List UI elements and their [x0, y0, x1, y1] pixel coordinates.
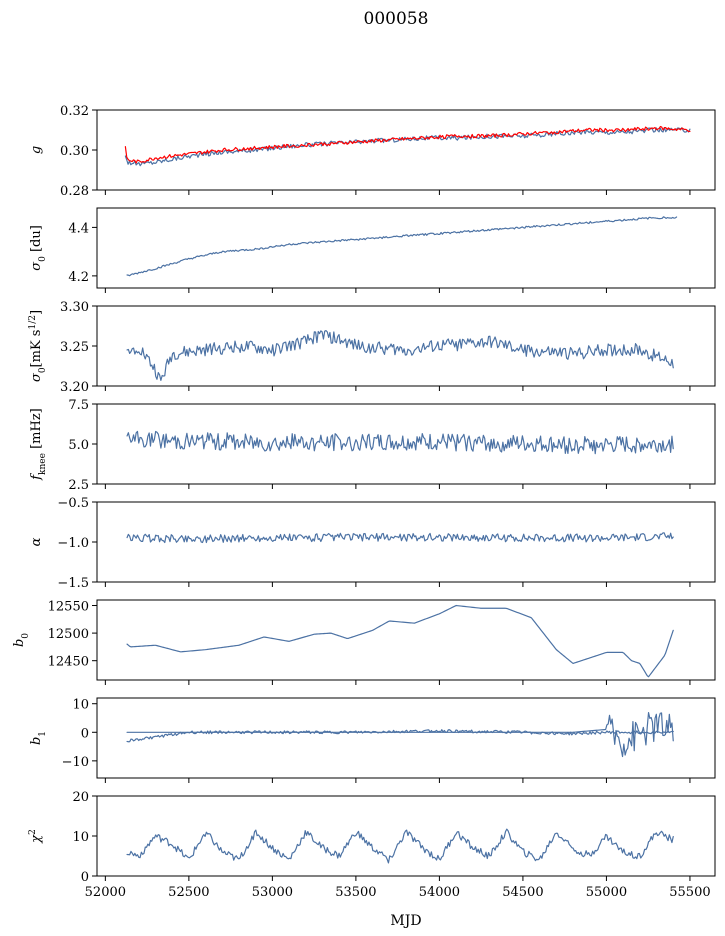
y-axis-label: fknee [mHz]	[29, 408, 48, 481]
y-tick-label: 7.5	[68, 398, 89, 413]
series-line-panel-7-2	[126, 711, 674, 758]
axis-frame	[96, 599, 716, 681]
y-axis-label: σ0[mK s1/2]	[28, 310, 48, 382]
panel-3: 3.20 3.25 3.30 σ0[mK s1/2]	[28, 300, 716, 395]
panel-1: 0.28 0.30 0.32 g	[29, 104, 716, 199]
y-tick-label: 5.0	[68, 438, 89, 453]
x-tick-label: 55000	[586, 885, 627, 900]
y-tick-label: 20	[72, 790, 89, 805]
y-tick-label: 0.30	[60, 144, 89, 159]
y-axis-label: b1	[29, 731, 48, 745]
x-tick-label: 53500	[335, 885, 376, 900]
x-tick-label: 53000	[252, 885, 293, 900]
y-tick-label: 4.4	[68, 221, 89, 236]
x-tick-label: 55500	[669, 885, 710, 900]
y-axis-label: b0	[12, 633, 31, 647]
y-axis-label: g	[29, 146, 44, 154]
y-tick-label: 10	[72, 830, 89, 845]
panel-7: −10 0 10 b1	[29, 697, 716, 783]
panel-6: 12450 12500 12550 b0	[12, 599, 716, 685]
y-tick-label: 3.30	[60, 300, 89, 315]
y-tick-label: −10	[62, 755, 89, 770]
y-tick-label: −1.0	[57, 536, 89, 551]
series-line-panel-3-1	[126, 330, 674, 381]
y-tick-label: 0.28	[60, 184, 89, 199]
axis-frame	[96, 305, 716, 387]
x-tick-label: 52000	[85, 885, 126, 900]
series-line-panel-7-1	[126, 729, 674, 743]
y-tick-label: 3.25	[60, 340, 89, 355]
axis-frame	[96, 501, 716, 583]
series-line-panel-6-1	[126, 604, 674, 678]
y-axis-label: χ2	[28, 829, 44, 844]
y-tick-label: 12550	[48, 600, 89, 615]
y-tick-label: −1.5	[57, 576, 89, 591]
y-axis-label: α	[29, 537, 44, 546]
axis-frame	[96, 697, 716, 779]
axis-frame	[96, 109, 716, 191]
x-tick-label: 52500	[168, 885, 209, 900]
y-tick-label: 4.2	[68, 270, 89, 285]
axis-frame	[96, 207, 716, 289]
series-line-panel-4-1	[126, 430, 674, 455]
y-tick-label: 2.5	[68, 478, 89, 493]
series-line-panel-2-1	[126, 216, 678, 277]
y-tick-label: 12500	[48, 627, 89, 642]
y-tick-label: 10	[72, 698, 89, 713]
x-axis-label: MJD	[390, 913, 421, 929]
x-tick-label: 54500	[502, 885, 543, 900]
panel-4: 2.5 5.0 7.5 fknee [mHz]	[29, 398, 716, 493]
x-tick-label: 54000	[419, 885, 460, 900]
panel-8: 0 10 20 52000 52500 53000 53500 54000 54500 55000…	[28, 790, 716, 900]
figure-title: 000058	[364, 9, 429, 29]
panel-5: −1.5 −1.0 −0.5 α	[29, 496, 716, 591]
y-tick-label: 12450	[48, 655, 89, 670]
y-tick-label: 0	[81, 870, 89, 885]
axis-frame	[96, 795, 716, 877]
y-tick-label: 3.20	[60, 380, 89, 395]
series-line-panel-8-1	[126, 828, 674, 864]
y-tick-label: −0.5	[57, 496, 89, 511]
series-line-panel-1-2	[124, 125, 691, 164]
series-line-panel-5-1	[126, 532, 674, 544]
y-tick-label: 0	[81, 726, 89, 741]
panel-2: 4.2 4.4 σ0 [du]	[29, 207, 716, 293]
series-line-panel-1-1	[124, 127, 691, 167]
y-tick-label: 0.32	[60, 104, 89, 119]
y-axis-label: σ0 [du]	[29, 225, 48, 271]
